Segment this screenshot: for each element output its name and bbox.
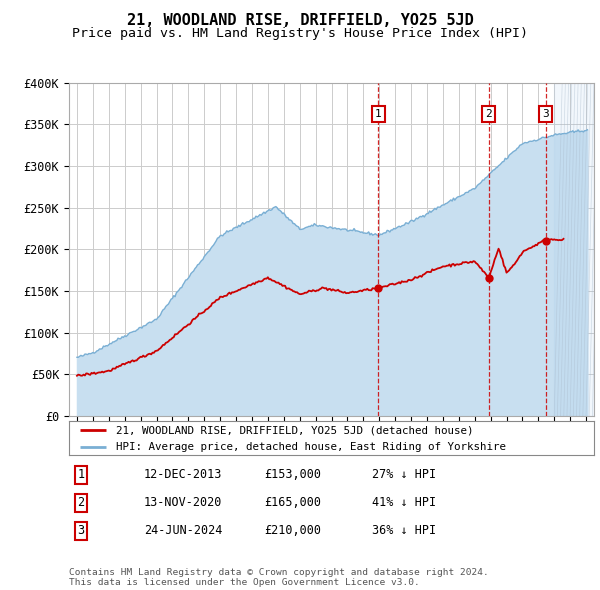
Text: 2: 2 xyxy=(77,496,85,509)
Text: Price paid vs. HM Land Registry's House Price Index (HPI): Price paid vs. HM Land Registry's House … xyxy=(72,27,528,40)
Text: 24-JUN-2024: 24-JUN-2024 xyxy=(144,525,223,537)
Text: 3: 3 xyxy=(542,109,550,119)
Text: 21, WOODLAND RISE, DRIFFIELD, YO25 5JD (detached house): 21, WOODLAND RISE, DRIFFIELD, YO25 5JD (… xyxy=(116,425,474,435)
Text: 41% ↓ HPI: 41% ↓ HPI xyxy=(372,496,436,509)
Text: HPI: Average price, detached house, East Riding of Yorkshire: HPI: Average price, detached house, East… xyxy=(116,442,506,452)
Text: 27% ↓ HPI: 27% ↓ HPI xyxy=(372,468,436,481)
Text: Contains HM Land Registry data © Crown copyright and database right 2024.
This d: Contains HM Land Registry data © Crown c… xyxy=(69,568,489,587)
Text: £153,000: £153,000 xyxy=(264,468,321,481)
Text: 36% ↓ HPI: 36% ↓ HPI xyxy=(372,525,436,537)
Text: 1: 1 xyxy=(375,109,382,119)
Text: 12-DEC-2013: 12-DEC-2013 xyxy=(144,468,223,481)
Text: £165,000: £165,000 xyxy=(264,496,321,509)
Text: £210,000: £210,000 xyxy=(264,525,321,537)
Text: 3: 3 xyxy=(77,525,85,537)
Text: 1: 1 xyxy=(77,468,85,481)
Text: 2: 2 xyxy=(485,109,492,119)
Text: 13-NOV-2020: 13-NOV-2020 xyxy=(144,496,223,509)
Text: 21, WOODLAND RISE, DRIFFIELD, YO25 5JD: 21, WOODLAND RISE, DRIFFIELD, YO25 5JD xyxy=(127,13,473,28)
